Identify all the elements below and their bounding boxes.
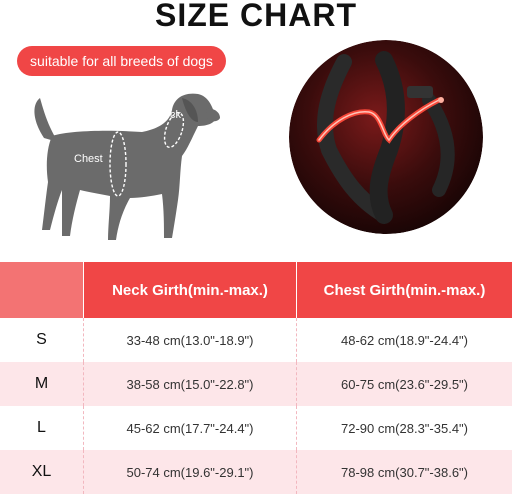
table-row: L 45-62 cm(17.7"-24.4") 72-90 cm(28.3"-3… (0, 406, 512, 450)
size-table: Neck Girth(min.-max.) Chest Girth(min.-m… (0, 262, 512, 494)
table-row: M 38-58 cm(15.0"-22.8") 60-75 cm(23.6"-2… (0, 362, 512, 406)
size-cell: S (0, 318, 83, 362)
size-cell: M (0, 362, 83, 406)
header-size (0, 262, 83, 318)
neck-label: Neck (156, 109, 182, 121)
breeds-badge: suitable for all breeds of dogs (17, 46, 226, 76)
chest-cell: 48-62 cm(18.9"-24.4") (297, 318, 512, 362)
chest-cell: 78-98 cm(30.7"-38.6") (297, 450, 512, 494)
chest-measure-line (109, 131, 127, 197)
table-header-row: Neck Girth(min.-max.) Chest Girth(min.-m… (0, 262, 512, 318)
table-row: S 33-48 cm(13.0"-18.9") 48-62 cm(18.9"-2… (0, 318, 512, 362)
neck-cell: 45-62 cm(17.7"-24.4") (83, 406, 297, 450)
size-cell: XL (0, 450, 83, 494)
header-chest-girth: Chest Girth(min.-max.) (297, 262, 512, 318)
size-cell: L (0, 406, 83, 450)
chest-cell: 72-90 cm(28.3"-35.4") (297, 406, 512, 450)
dog-silhouette: Neck Chest (34, 93, 220, 240)
harness-photo (289, 40, 483, 234)
header-neck-girth: Neck Girth(min.-max.) (83, 262, 297, 318)
chest-label: Chest (74, 153, 103, 165)
page-title: SIZE CHART (155, 0, 357, 33)
neck-cell: 33-48 cm(13.0"-18.9") (83, 318, 297, 362)
neck-cell: 38-58 cm(15.0"-22.8") (83, 362, 297, 406)
neck-measure-line (163, 112, 185, 148)
chest-cell: 60-75 cm(23.6"-29.5") (297, 362, 512, 406)
table-row: XL 50-74 cm(19.6"-29.1") 78-98 cm(30.7"-… (0, 450, 512, 494)
neck-cell: 50-74 cm(19.6"-29.1") (83, 450, 297, 494)
